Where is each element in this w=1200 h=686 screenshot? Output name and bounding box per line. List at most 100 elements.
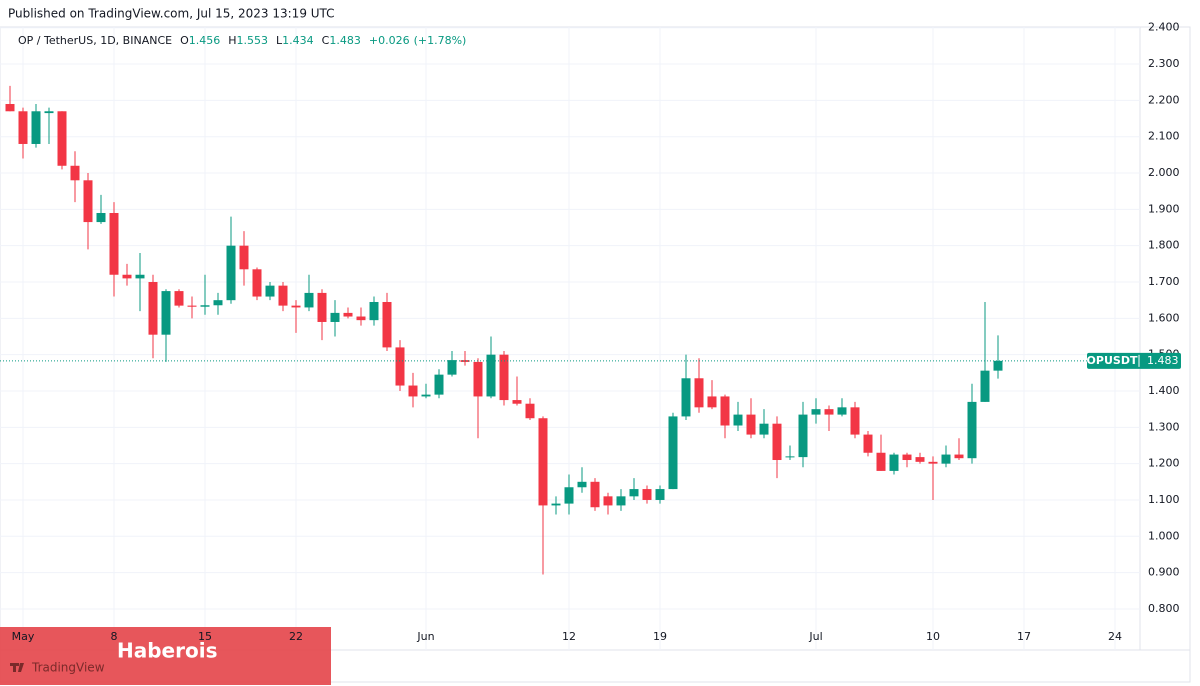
x-tick-label: Jul: [808, 630, 822, 643]
logo-icon: [10, 663, 24, 672]
candle-body: [616, 496, 626, 506]
chart-title: OP / TetherUS, 1D, BINANCE: [18, 34, 172, 47]
x-tick-label: 19: [653, 630, 667, 643]
candle-body: [863, 434, 873, 453]
ohlc-value: 1.456: [189, 34, 221, 47]
candle-body: [824, 409, 834, 415]
candle-body: [993, 360, 1003, 371]
candle-body: [252, 269, 262, 297]
candle-body: [278, 285, 288, 306]
candle-body: [174, 291, 184, 306]
candle-body: [590, 481, 600, 508]
ohlc-key: C: [322, 34, 330, 47]
y-tick-label: 2.000: [1148, 166, 1180, 179]
symbol-label: OPUSDT: [1087, 354, 1138, 367]
candle-body: [434, 374, 444, 395]
candle-body: [668, 416, 678, 490]
candle-body: [837, 407, 847, 415]
y-tick-label: 2.300: [1148, 57, 1180, 70]
candle-body: [525, 403, 535, 419]
y-tick-label: 1.800: [1148, 239, 1180, 252]
y-tick-label: 0.800: [1148, 602, 1180, 615]
logo: TradingView: [31, 661, 105, 675]
candle-body: [577, 481, 587, 488]
candle-body: [564, 487, 574, 504]
candle-body: [200, 305, 210, 307]
candle-body: [785, 456, 795, 458]
header: OP / TetherUS, 1D, BINANCE O 1.456 H 1.553 L 1…: [18, 34, 466, 47]
y-tick-label: 2.100: [1148, 130, 1180, 143]
candle-body: [447, 360, 457, 375]
y-tick-label: 1.400: [1148, 384, 1180, 397]
y-tick-label: 1.100: [1148, 493, 1180, 506]
candle-body: [5, 104, 15, 112]
candle-body: [330, 312, 340, 322]
x-tick-label: 17: [1017, 630, 1031, 643]
ohlc-value: 1.553: [237, 34, 269, 47]
candle-body: [603, 496, 613, 506]
x-tick-label: Jun: [416, 630, 434, 643]
ohlc-value: 1.434: [282, 34, 314, 47]
candle-body: [356, 316, 366, 321]
ohlc-key: H: [228, 34, 236, 47]
y-tick-label: 2.400: [1148, 21, 1180, 34]
watermark-box: [0, 627, 331, 685]
candle-body: [109, 212, 119, 275]
x-tick-label: 8: [111, 630, 118, 643]
candle-body: [876, 452, 886, 471]
candle-body: [473, 361, 483, 397]
candle-body: [889, 454, 899, 471]
candle-body: [382, 301, 392, 348]
candle-body: [148, 282, 158, 335]
candle-body: [642, 489, 652, 500]
candle-body: [798, 414, 808, 458]
candle-body: [83, 180, 93, 223]
candle-body: [226, 245, 236, 301]
candle-body: [681, 378, 691, 417]
candle-body: [343, 312, 353, 317]
candle-body: [213, 300, 223, 306]
candle-body: [291, 305, 301, 308]
candle-body: [486, 354, 496, 397]
candle-body: [187, 305, 197, 307]
y-tick-label: 1.200: [1148, 457, 1180, 470]
watermark: Haberois: [117, 639, 217, 663]
candle-body: [18, 111, 28, 144]
candle-body: [408, 385, 418, 397]
x-tick-label: 15: [198, 630, 212, 643]
candle-body: [707, 396, 717, 408]
candle-body: [902, 454, 912, 461]
y-tick-label: 0.900: [1148, 566, 1180, 579]
candle-body: [31, 111, 41, 144]
candle-body: [96, 212, 106, 223]
y-tick-label: 1.900: [1148, 202, 1180, 215]
y-tick-label: 1.600: [1148, 311, 1180, 324]
candle-body: [57, 111, 67, 166]
candle-body: [759, 423, 769, 435]
candle-body: [70, 165, 80, 181]
candle-body: [733, 414, 743, 426]
candle-body: [239, 245, 249, 270]
marks: [5, 85, 1003, 575]
candle-body: [395, 347, 405, 386]
ohlc-value: 1.483: [329, 34, 361, 47]
candle-body: [850, 407, 860, 435]
candle-body: [161, 291, 171, 335]
candle-body: [694, 378, 704, 408]
candle-body: [538, 418, 548, 506]
x-tick-label: 10: [926, 630, 940, 643]
candle-body: [421, 394, 431, 397]
y-tick-label: 1.300: [1148, 420, 1180, 433]
candle-body: [369, 301, 379, 321]
y-tick-label: 1.000: [1148, 529, 1180, 542]
candle-body: [746, 414, 756, 435]
x-tick-label: May: [12, 630, 35, 643]
y-tick-label: 2.200: [1148, 93, 1180, 106]
change-pct: (+1.78%): [414, 34, 467, 47]
candle-body: [629, 489, 639, 497]
candle-body: [967, 401, 977, 459]
ohlc-key: L: [276, 34, 283, 47]
change: +0.026: [369, 34, 410, 47]
